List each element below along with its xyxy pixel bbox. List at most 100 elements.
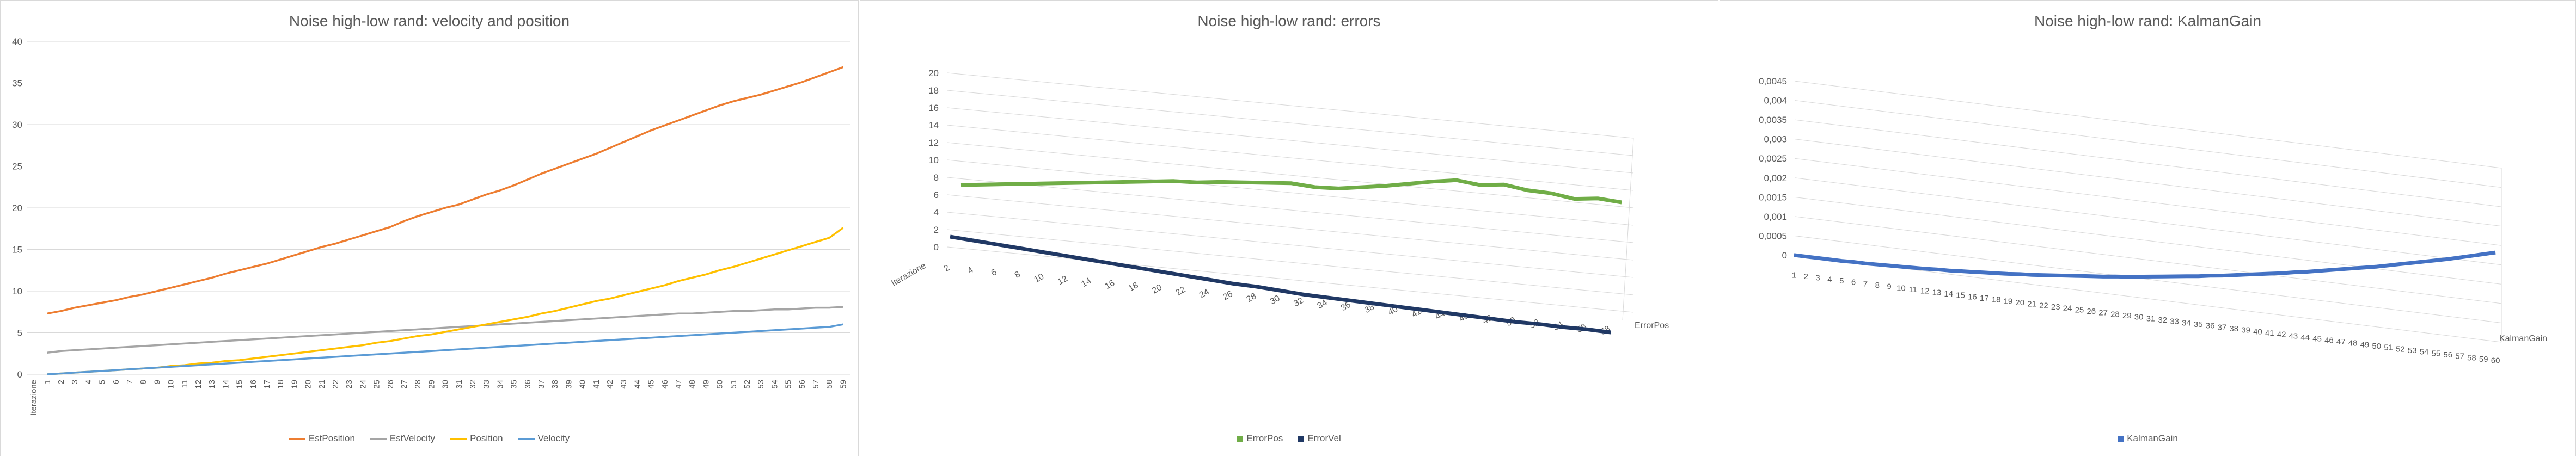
x-tick-label: 12 bbox=[194, 380, 203, 389]
x-tick-label: 48 bbox=[688, 380, 697, 389]
x-tick-label: 9 bbox=[152, 380, 162, 384]
legend-item: EstVelocity bbox=[370, 433, 435, 444]
gridline bbox=[1794, 216, 2502, 304]
x-tick-label: 48 bbox=[2348, 339, 2358, 348]
gridline bbox=[1794, 158, 2502, 246]
gridline bbox=[947, 212, 1634, 278]
gridline bbox=[1794, 139, 2502, 227]
legend-label: ErrorPos bbox=[1246, 433, 1283, 443]
x-tick-label: 56 bbox=[798, 380, 807, 389]
x-tick-label: 21 bbox=[2027, 300, 2036, 309]
x-tick-label: 28 bbox=[2110, 310, 2120, 319]
y-tick-label: 0,0025 bbox=[1759, 153, 1787, 164]
y-tick-label: 16 bbox=[928, 103, 939, 113]
x-tick-label: 26 bbox=[2087, 307, 2096, 316]
legend: ErrorPos ErrorVel bbox=[860, 433, 1718, 444]
x-tick-label: 39 bbox=[2241, 326, 2250, 335]
x-tick-label: 40 bbox=[578, 380, 588, 389]
x-tick-label: 32 bbox=[1292, 296, 1305, 309]
series-line-estposition bbox=[47, 66, 844, 315]
y-tick-label: 15 bbox=[12, 245, 22, 255]
chart-velocity-position: Noise high-low rand: velocity and positi… bbox=[0, 0, 859, 456]
y-tick-label: 8 bbox=[934, 172, 939, 183]
x-tick-label: 55 bbox=[2432, 349, 2441, 358]
x-tick-label: 18 bbox=[1127, 281, 1140, 294]
legend-label: KalmanGain bbox=[2127, 433, 2178, 443]
chart-title: Noise high-low rand: KalmanGain bbox=[2034, 13, 2262, 29]
x-tick-label: 7 bbox=[1863, 279, 1868, 288]
x-tick-label: 31 bbox=[2146, 314, 2156, 323]
legend-swatch bbox=[370, 437, 387, 440]
gridline bbox=[947, 246, 1634, 313]
x-tick-label: 33 bbox=[482, 380, 491, 389]
x-tick-label: 47 bbox=[674, 380, 683, 389]
x-tick-label: 15 bbox=[235, 380, 244, 389]
x-tick-label: 60 bbox=[2491, 356, 2500, 366]
legend-label: ErrorVel bbox=[1307, 433, 1341, 443]
x-tick-label: 22 bbox=[331, 380, 340, 389]
x-tick-label: 29 bbox=[427, 380, 436, 389]
x-tick-label: 5 bbox=[1839, 276, 1844, 286]
x-tick-label: 30 bbox=[2134, 313, 2144, 322]
x-tick-label: 25 bbox=[372, 380, 382, 389]
x-tick-label: 14 bbox=[1080, 276, 1093, 289]
y-tick-label: 18 bbox=[928, 85, 939, 96]
x-tick-label: 16 bbox=[1968, 292, 1977, 301]
y-tick-label: 12 bbox=[928, 138, 939, 148]
depth-axis-label: KalmanGain bbox=[2499, 334, 2547, 343]
gridline bbox=[947, 229, 1634, 295]
legend-item: Velocity bbox=[518, 433, 570, 444]
gridline bbox=[947, 107, 1634, 174]
legend-item: Position bbox=[450, 433, 503, 444]
x-tick-label: 10 bbox=[167, 380, 176, 389]
x-tick-label: 22 bbox=[1174, 285, 1187, 298]
x-tick-label: 35 bbox=[510, 380, 519, 389]
y-tick-label: 0,003 bbox=[1764, 134, 1787, 145]
gridline bbox=[1794, 119, 2502, 207]
x-tick-label: 4 bbox=[84, 380, 93, 384]
x-tick-label: 32 bbox=[2158, 316, 2167, 325]
x-tick-label: 56 bbox=[2443, 350, 2452, 360]
x-tick-label: 34 bbox=[1315, 298, 1329, 311]
y-tick-label: 20 bbox=[928, 68, 939, 78]
legend-label: Velocity bbox=[537, 433, 570, 443]
legend: KalmanGain bbox=[1720, 433, 2575, 444]
x-tick-label: 52 bbox=[2396, 344, 2405, 354]
x-tick-label: 23 bbox=[345, 380, 354, 389]
x-tick-label: 50 bbox=[2372, 342, 2381, 351]
legend-label: EstVelocity bbox=[389, 433, 436, 443]
series-line-kalmangain bbox=[1794, 250, 2496, 279]
gridline bbox=[1794, 100, 2502, 188]
x-tick-label: 21 bbox=[317, 380, 327, 389]
x-tick-label: 58 bbox=[825, 380, 834, 389]
x-tick-label: 7 bbox=[125, 380, 134, 384]
x-tick-label: 15 bbox=[1956, 291, 1965, 300]
x-tick-label: 46 bbox=[660, 380, 670, 389]
x-tick-label: 27 bbox=[400, 380, 409, 389]
x-tick-label: 19 bbox=[2004, 297, 2013, 306]
x-tick-label: 34 bbox=[495, 380, 505, 389]
x-tick-label: 24 bbox=[2063, 304, 2072, 313]
x-tick-label: 17 bbox=[262, 380, 272, 389]
legend-item: KalmanGain bbox=[2118, 433, 2178, 444]
x-tick-label: 26 bbox=[1221, 289, 1234, 302]
x-tick-label: 11 bbox=[1908, 285, 1917, 294]
x-tick-label: 33 bbox=[2170, 317, 2179, 326]
legend-swatch bbox=[1298, 435, 1305, 442]
x-tick-label: 24 bbox=[358, 380, 368, 389]
x-tick-label: 36 bbox=[523, 380, 533, 389]
legend: EstPosition EstVelocity Position Velocit… bbox=[1, 433, 858, 444]
x-tick-label: 49 bbox=[701, 380, 711, 389]
gridline bbox=[1794, 196, 2502, 285]
legend-item: ErrorPos bbox=[1237, 433, 1283, 444]
x-tick-label: 40 bbox=[2253, 327, 2262, 336]
x-tick-label: 2 bbox=[943, 263, 951, 274]
x-tick-label: 6 bbox=[112, 380, 121, 384]
series-line-position bbox=[47, 227, 844, 375]
gridline bbox=[947, 177, 1634, 243]
x-tick-label: 39 bbox=[564, 380, 573, 389]
y-tick-label: 0,001 bbox=[1764, 212, 1787, 222]
x-tick-label: 51 bbox=[729, 380, 738, 389]
x-tick-label: 49 bbox=[2360, 340, 2370, 349]
x-tick-label: 13 bbox=[207, 380, 217, 389]
